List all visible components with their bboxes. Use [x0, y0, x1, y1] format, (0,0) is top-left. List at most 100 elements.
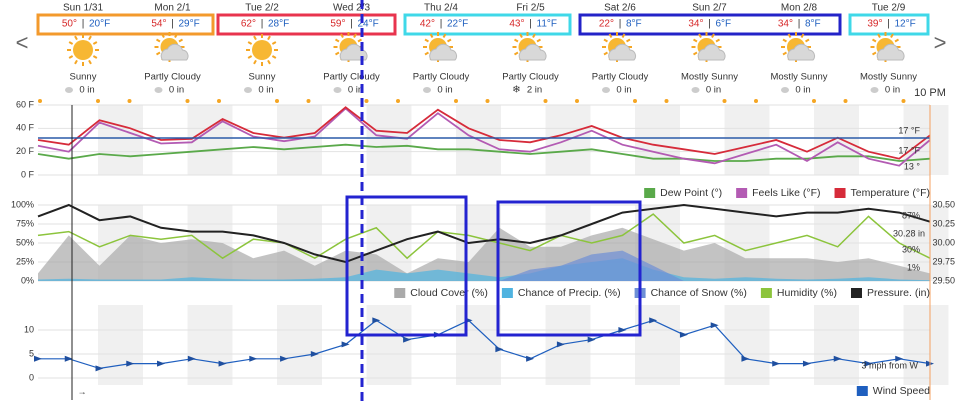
- precip: 2 in: [527, 85, 542, 96]
- sun-ray: [74, 59, 78, 65]
- low-temp: 12°F: [895, 19, 916, 30]
- sun-ray: [626, 38, 631, 43]
- tick-label: 0: [29, 372, 34, 382]
- separator: |: [440, 19, 443, 30]
- rain-icon: [691, 87, 700, 93]
- highlight-box: [36, 13, 215, 36]
- wind-arrow: [710, 322, 719, 329]
- legend-swatch: [394, 288, 406, 298]
- night-band: [366, 105, 412, 175]
- line: [37, 203, 931, 264]
- sun-ray: [353, 33, 357, 38]
- cloud: [160, 43, 189, 61]
- sun-ray: [447, 38, 452, 43]
- tick-label: 30.00: [932, 237, 955, 247]
- condition: Mostly Sunny: [860, 72, 917, 83]
- sun-ray: [340, 33, 344, 38]
- line: [37, 106, 931, 160]
- legend-label: Chance of Precip. (%): [518, 287, 621, 299]
- sun-marker: [543, 99, 548, 103]
- area: [38, 227, 930, 281]
- sun-ray: [872, 51, 877, 56]
- sun-marker: [454, 99, 458, 103]
- sun-ray: [608, 33, 613, 38]
- night-band: [98, 105, 143, 175]
- wind-arrow: [618, 327, 627, 333]
- night-band: [545, 305, 591, 385]
- wind-arrow-label: →: [78, 386, 87, 396]
- sun-ray: [271, 55, 277, 59]
- low-temp: 6°F: [716, 19, 732, 30]
- low-temp: 28°F: [268, 19, 289, 30]
- tick-label: 10: [24, 324, 34, 334]
- sun-ray: [92, 55, 98, 59]
- sun-marker: [127, 99, 132, 103]
- area: [38, 258, 930, 281]
- sun-ray: [335, 38, 340, 43]
- wind-arrow: [526, 355, 535, 362]
- night-band: [98, 305, 143, 385]
- sun-marker: [275, 99, 279, 103]
- tick-label: 29.75: [932, 256, 955, 266]
- day-label: Thu 2/4: [424, 3, 458, 14]
- sun-ray: [357, 38, 362, 43]
- condition: Mostly Sunny: [770, 72, 827, 83]
- tick-label: 0%: [21, 275, 34, 285]
- high-temp: 39°: [867, 19, 882, 30]
- sun-ray: [442, 33, 447, 38]
- sun-ray: [92, 41, 98, 45]
- sun-ray: [782, 38, 787, 43]
- wind-arrow: [95, 365, 104, 372]
- condition: Sunny: [70, 72, 97, 83]
- cloud: [697, 43, 726, 61]
- wind-arrow: [249, 355, 258, 362]
- sun: [252, 40, 272, 60]
- sun-ray: [271, 41, 277, 45]
- high-temp: 62°: [241, 19, 256, 30]
- separator: |: [82, 19, 85, 30]
- low-temp: 8°F: [805, 19, 821, 30]
- low-temp: 29°F: [179, 19, 200, 30]
- legend-label: Cloud Cover (%): [410, 287, 488, 299]
- day-label: Sun 2/7: [692, 3, 727, 14]
- wind-note: 3 mph from W: [861, 360, 918, 370]
- sun-ray: [68, 41, 74, 45]
- highlight-box: [216, 13, 397, 36]
- sun-ray: [156, 38, 161, 43]
- legend-swatch: [856, 386, 868, 396]
- sun-ray: [800, 33, 805, 38]
- sun: [73, 40, 93, 60]
- sun-marker: [812, 99, 816, 103]
- highlight-box: [848, 13, 930, 36]
- wind-arrow: [833, 355, 842, 362]
- day-label: Wed 2/3: [333, 3, 370, 14]
- legend-label: Humidity (%): [777, 287, 837, 299]
- sun-marker: [664, 99, 669, 103]
- day-label: Sat 2/6: [604, 3, 636, 14]
- tick-label: 60 F: [16, 99, 35, 109]
- legend-swatch: [834, 188, 846, 198]
- day-label: Tue 2/2: [245, 3, 279, 14]
- day-label: Mon 2/8: [781, 3, 818, 14]
- end-label: 30.28 in: [893, 228, 925, 238]
- wind-arrow: [802, 360, 811, 367]
- sun-marker: [217, 99, 221, 103]
- prev-button[interactable]: <: [16, 30, 29, 55]
- condition: Partly Cloudy: [323, 72, 380, 83]
- next-button[interactable]: >: [934, 30, 947, 55]
- tick-label: 40 F: [16, 123, 35, 133]
- line: [37, 143, 931, 162]
- night-band: [635, 105, 680, 175]
- separator: |: [708, 19, 711, 30]
- sun-ray: [603, 38, 608, 43]
- sun-marker: [306, 99, 311, 103]
- legend-swatch: [501, 288, 513, 298]
- night-band: [277, 305, 322, 385]
- end-label: 17 °F: [898, 145, 920, 155]
- wind-arrow: [495, 346, 504, 353]
- sun-ray: [174, 33, 178, 38]
- wind-arrow: [218, 360, 227, 367]
- rain-icon: [333, 87, 342, 93]
- sun-marker: [633, 99, 637, 103]
